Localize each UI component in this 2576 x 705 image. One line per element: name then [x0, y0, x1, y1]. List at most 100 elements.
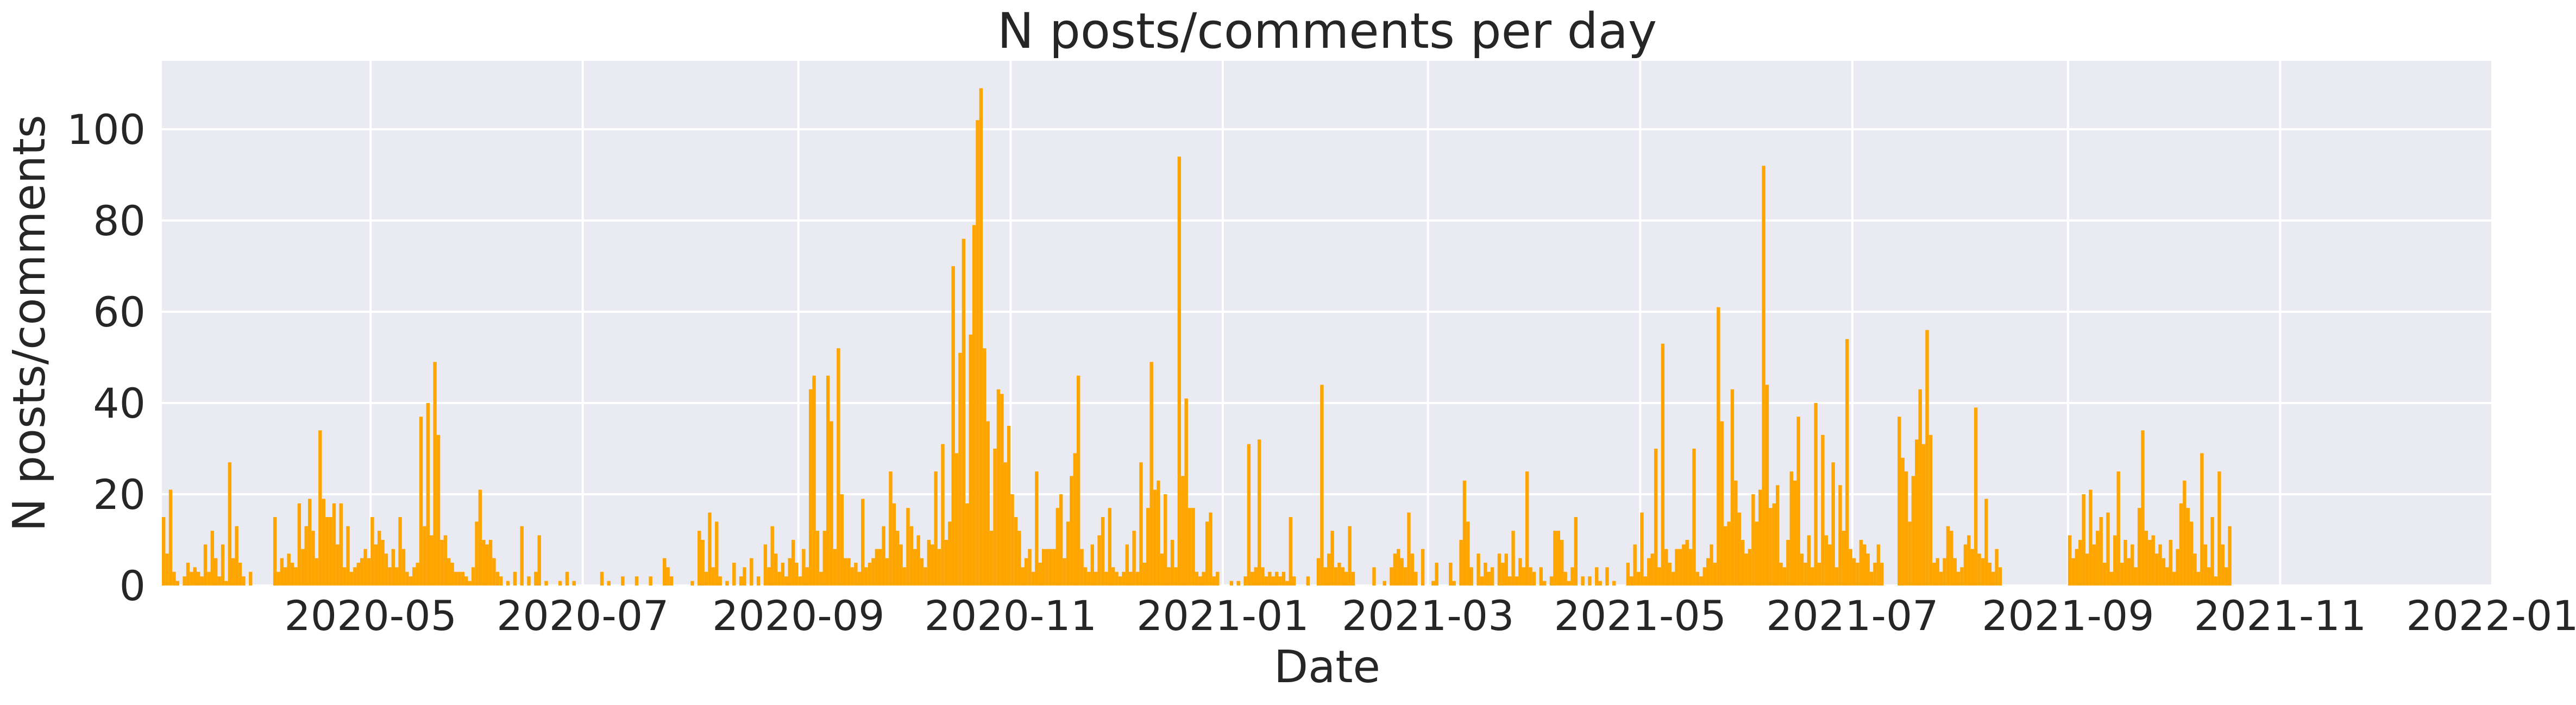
bar: [1522, 567, 1525, 586]
bar: [2085, 553, 2089, 586]
bar: [297, 503, 301, 586]
bar: [2082, 494, 2085, 586]
bar: [1055, 508, 1059, 586]
bar: [172, 571, 176, 586]
bar: [190, 571, 193, 586]
bar: [1243, 576, 1247, 586]
bar: [360, 558, 364, 586]
bar: [1076, 375, 1080, 586]
bar: [1157, 480, 1160, 586]
bar: [478, 489, 482, 586]
bar: [374, 544, 378, 586]
bar: [349, 571, 354, 586]
bar: [301, 549, 305, 586]
bar: [2221, 544, 2225, 586]
bar: [1880, 563, 1884, 586]
x-tick-label: 2020-09: [712, 591, 885, 640]
bar: [1671, 571, 1675, 586]
bar: [944, 540, 948, 586]
bar: [715, 521, 719, 586]
bar: [1261, 567, 1265, 586]
bar: [1507, 576, 1512, 586]
bar: [1139, 462, 1143, 586]
bar: [1664, 549, 1668, 586]
bar: [193, 567, 197, 586]
bar: [2151, 535, 2155, 586]
bar: [447, 558, 451, 586]
bar: [249, 571, 253, 586]
bar: [464, 576, 468, 586]
bar: [1751, 494, 1755, 586]
bar: [1400, 558, 1404, 586]
bar: [1630, 576, 1633, 586]
bar: [1581, 576, 1585, 586]
bar: [1782, 567, 1787, 586]
bar: [1257, 439, 1261, 586]
bar: [1915, 439, 1919, 586]
bar: [1981, 558, 1985, 586]
bar: [2123, 540, 2127, 586]
bar: [1459, 540, 1463, 586]
x-tick-label: 2021-05: [1554, 591, 1726, 640]
bar: [2106, 512, 2110, 586]
bar: [367, 558, 371, 586]
bar: [1953, 558, 1957, 586]
bar: [1344, 571, 1348, 586]
bar: [183, 576, 186, 586]
bar: [2089, 489, 2093, 586]
x-tick-label: 2022-01: [2406, 591, 2576, 640]
bar: [2127, 558, 2131, 586]
bar: [1744, 553, 1748, 586]
bar: [1191, 508, 1195, 586]
bar: [1956, 571, 1961, 586]
bar: [1741, 540, 1745, 586]
bar: [1397, 549, 1400, 586]
bar: [2200, 453, 2204, 586]
bar: [1549, 576, 1554, 586]
bar: [795, 563, 799, 586]
bar: [2207, 567, 2211, 586]
bar: [1101, 517, 1105, 586]
bar: [398, 517, 402, 586]
bar: [951, 266, 955, 586]
bar: [2214, 576, 2218, 586]
bar: [346, 526, 350, 586]
bar: [718, 576, 722, 586]
bar: [805, 567, 809, 586]
bar: [913, 549, 917, 586]
bar: [1306, 576, 1310, 586]
bar: [1807, 535, 1811, 586]
bar: [1007, 426, 1011, 586]
bar: [457, 571, 461, 586]
bar: [2196, 571, 2201, 586]
bar: [1497, 553, 1501, 586]
bar: [1842, 531, 1846, 586]
bar: [1403, 567, 1408, 586]
bar: [899, 544, 903, 586]
bar: [214, 558, 218, 586]
x-tick-label: 2021-03: [1342, 591, 1515, 640]
bar: [941, 444, 945, 586]
bar: [433, 362, 437, 586]
bar: [2102, 563, 2107, 586]
bar: [1574, 517, 1578, 586]
bar: [1177, 156, 1182, 586]
bar: [954, 453, 959, 586]
bar: [833, 549, 837, 586]
bar: [1991, 571, 1995, 586]
bar: [1706, 558, 1710, 586]
bar: [1254, 567, 1258, 586]
bar: [701, 540, 705, 586]
bar: [1866, 553, 1870, 586]
bar: [1480, 576, 1484, 586]
bar: [868, 563, 872, 586]
bar: [885, 558, 889, 586]
bar: [2075, 549, 2079, 586]
bar: [815, 531, 820, 586]
bar: [634, 576, 639, 586]
bar: [1414, 571, 1418, 586]
bar: [307, 499, 312, 586]
x-tick-label: 2021-11: [2194, 591, 2367, 640]
bar: [513, 571, 517, 586]
